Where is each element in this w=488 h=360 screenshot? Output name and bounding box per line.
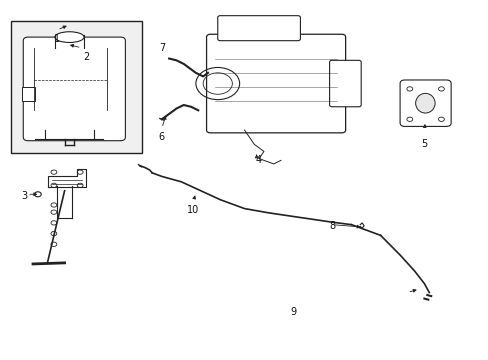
FancyBboxPatch shape (217, 16, 300, 41)
FancyBboxPatch shape (399, 80, 450, 126)
Text: 3: 3 (21, 191, 28, 201)
Text: 1: 1 (54, 34, 60, 44)
Ellipse shape (415, 93, 434, 113)
Text: 6: 6 (159, 132, 164, 142)
FancyBboxPatch shape (329, 60, 361, 107)
Text: 8: 8 (328, 221, 334, 231)
Text: 2: 2 (83, 52, 89, 62)
Bar (11, 21, 142, 153)
FancyBboxPatch shape (206, 34, 345, 133)
Ellipse shape (55, 32, 84, 42)
Bar (22, 87, 35, 102)
FancyBboxPatch shape (23, 37, 125, 141)
Text: 7: 7 (159, 43, 164, 53)
Text: 9: 9 (289, 307, 296, 317)
Text: 10: 10 (187, 205, 199, 215)
Text: 4: 4 (256, 156, 262, 165)
Text: 5: 5 (421, 139, 427, 149)
